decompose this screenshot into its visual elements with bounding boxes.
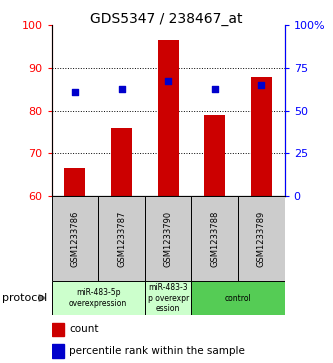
Bar	[204, 115, 225, 196]
Text: count: count	[69, 325, 99, 334]
Text: GSM1233787: GSM1233787	[117, 211, 126, 267]
Text: miR-483-5p
overexpression: miR-483-5p overexpression	[69, 288, 127, 308]
Point	[259, 82, 264, 88]
Point	[166, 78, 171, 84]
Text: control: control	[225, 294, 251, 302]
Text: GSM1233789: GSM1233789	[257, 211, 266, 267]
Bar	[64, 168, 85, 196]
Point	[72, 89, 78, 94]
Text: miR-483-3
p overexpr
ession: miR-483-3 p overexpr ession	[148, 283, 189, 313]
Bar	[238, 196, 285, 281]
Bar	[251, 77, 272, 196]
Text: GSM1233786: GSM1233786	[70, 211, 80, 267]
Text: GSM1233788: GSM1233788	[210, 211, 219, 267]
Bar	[52, 323, 65, 337]
Text: GSM1233790: GSM1233790	[164, 211, 173, 267]
Point	[119, 86, 124, 92]
Bar	[52, 196, 98, 281]
Text: protocol: protocol	[2, 293, 47, 303]
Bar	[111, 128, 132, 196]
Bar	[158, 40, 179, 196]
Text: percentile rank within the sample: percentile rank within the sample	[69, 346, 245, 356]
Bar	[191, 281, 285, 315]
Bar	[52, 344, 65, 358]
Bar	[145, 196, 191, 281]
Bar	[98, 196, 145, 281]
Bar	[52, 281, 145, 315]
Bar	[191, 196, 238, 281]
Point	[212, 86, 217, 92]
Bar	[145, 281, 191, 315]
Text: GDS5347 / 238467_at: GDS5347 / 238467_at	[90, 12, 243, 26]
